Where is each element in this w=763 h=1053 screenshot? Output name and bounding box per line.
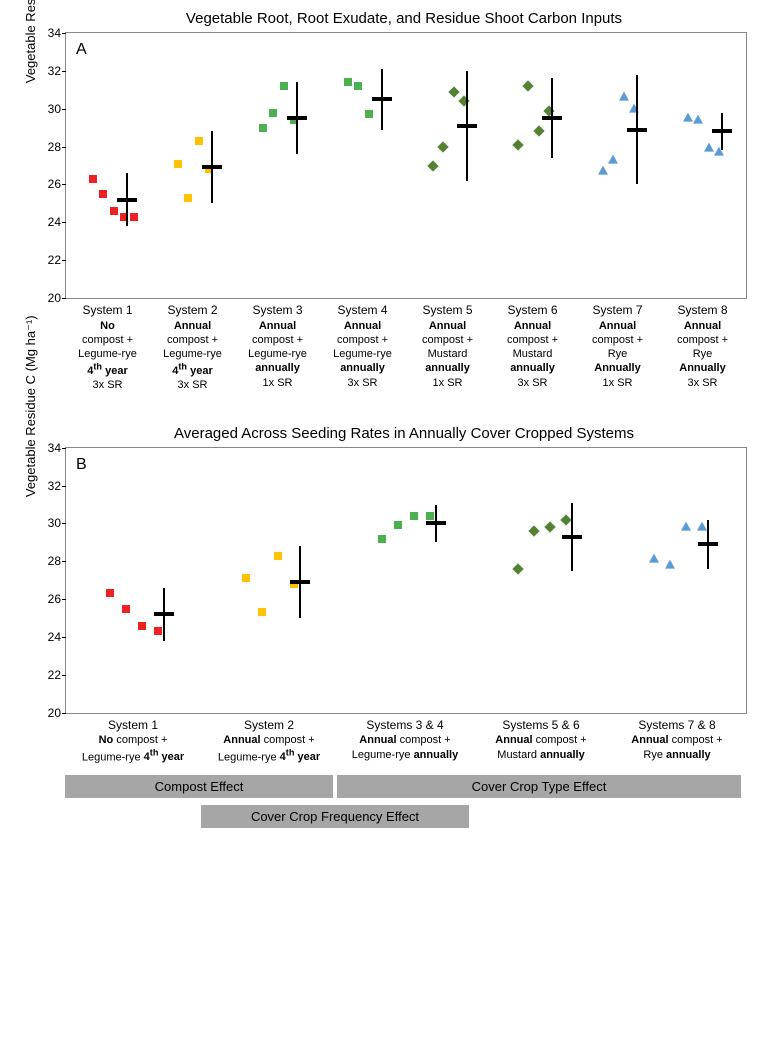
chart-b-title: Averaged Across Seeding Rates in Annuall…: [65, 425, 743, 442]
data-point: [184, 194, 192, 202]
data-point: [513, 139, 524, 150]
chart-a-ylabel: Vegetable Residue C (Mg ha⁻¹): [23, 0, 39, 83]
chart-b-plot: B Vegetable Residue C (Mg ha⁻¹) 20222426…: [65, 447, 747, 714]
data-point: [665, 560, 675, 569]
data-point: [681, 522, 691, 531]
data-point: [608, 154, 618, 163]
chart-b-container: Averaged Across Seeding Rates in Annuall…: [65, 425, 743, 835]
data-point: [174, 160, 182, 168]
data-point: [426, 512, 434, 520]
panel-letter-b: B: [76, 456, 87, 474]
mean-mark: [712, 129, 732, 133]
data-point: [533, 126, 544, 137]
data-point: [544, 522, 555, 533]
data-point: [89, 175, 97, 183]
data-point: [528, 525, 539, 536]
data-point: [649, 554, 659, 563]
x-axis-label: Systems 7 & 8Annual compost +Rye annuall…: [609, 716, 745, 767]
chart-a-xlabels: System 1Nocompost +Legume-rye4th year3x …: [65, 301, 745, 395]
mean-mark: [202, 165, 222, 169]
chart-b-ylabel: Vegetable Residue C (Mg ha⁻¹): [23, 316, 39, 498]
data-point: [704, 143, 714, 152]
data-point: [693, 115, 703, 124]
data-point: [130, 213, 138, 221]
x-axis-label: Systems 3 & 4Annual compost +Legume-rye …: [337, 716, 473, 767]
chart-b-xlabels: System 1No compost +Legume-rye 4th yearS…: [65, 716, 745, 767]
effect-bar: Cover Crop Frequency Effect: [201, 805, 469, 828]
mean-mark: [290, 580, 310, 584]
x-axis-label: System 7Annualcompost +RyeAnnually1x SR: [575, 301, 660, 395]
data-point: [448, 86, 459, 97]
data-point: [274, 552, 282, 560]
x-axis-label: System 8Annualcompost +RyeAnnually3x SR: [660, 301, 745, 395]
data-point: [195, 137, 203, 145]
data-point: [106, 589, 114, 597]
data-point: [354, 82, 362, 90]
effect-bars-area: Compost EffectCover Crop Type Effect Cove…: [65, 775, 745, 835]
x-axis-label: System 1Nocompost +Legume-rye4th year3x …: [65, 301, 150, 395]
mean-mark: [372, 97, 392, 101]
mean-mark: [287, 116, 307, 120]
chart-a-container: Vegetable Root, Root Exudate, and Residu…: [65, 10, 743, 395]
x-axis-label: Systems 5 & 6Annual compost +Mustard ann…: [473, 716, 609, 767]
x-axis-label: System 3Annualcompost +Legume-ryeannuall…: [235, 301, 320, 395]
data-point: [344, 78, 352, 86]
data-point: [438, 141, 449, 152]
data-point: [683, 113, 693, 122]
data-point: [258, 608, 266, 616]
chart-a-title: Vegetable Root, Root Exudate, and Residu…: [65, 10, 743, 27]
x-axis-label: System 2Annual compost +Legume-rye 4th y…: [201, 716, 337, 767]
data-point: [99, 190, 107, 198]
x-axis-label: System 2Annualcompost +Legume-rye4th yea…: [150, 301, 235, 395]
data-point: [138, 622, 146, 630]
data-point: [280, 82, 288, 90]
data-point: [410, 512, 418, 520]
effect-bar: Cover Crop Type Effect: [337, 775, 741, 798]
mean-mark: [562, 535, 582, 539]
data-point: [154, 627, 162, 635]
data-point: [512, 563, 523, 574]
data-point: [110, 207, 118, 215]
data-point: [598, 166, 608, 175]
x-axis-label: System 4Annualcompost +Legume-ryeannuall…: [320, 301, 405, 395]
chart-a-plot: A Vegetable Residue C (Mg ha⁻¹) 20222426…: [65, 32, 747, 299]
data-point: [394, 521, 402, 529]
data-point: [619, 92, 629, 101]
data-point: [122, 605, 130, 613]
mean-mark: [542, 116, 562, 120]
x-axis-label: System 6Annualcompost +Mustardannually3x…: [490, 301, 575, 395]
x-axis-label: System 1No compost +Legume-rye 4th year: [65, 716, 201, 767]
mean-mark: [457, 124, 477, 128]
data-point: [269, 109, 277, 117]
panel-letter-a: A: [76, 41, 87, 59]
x-axis-label: System 5Annualcompost +Mustardannually1x…: [405, 301, 490, 395]
data-point: [428, 160, 439, 171]
data-point: [242, 574, 250, 582]
mean-mark: [627, 128, 647, 132]
data-point: [259, 124, 267, 132]
mean-mark: [117, 198, 137, 202]
mean-mark: [426, 521, 446, 525]
data-point: [523, 80, 534, 91]
mean-mark: [698, 542, 718, 546]
data-point: [378, 535, 386, 543]
data-point: [365, 110, 373, 118]
mean-mark: [154, 612, 174, 616]
effect-bar: Compost Effect: [65, 775, 333, 798]
